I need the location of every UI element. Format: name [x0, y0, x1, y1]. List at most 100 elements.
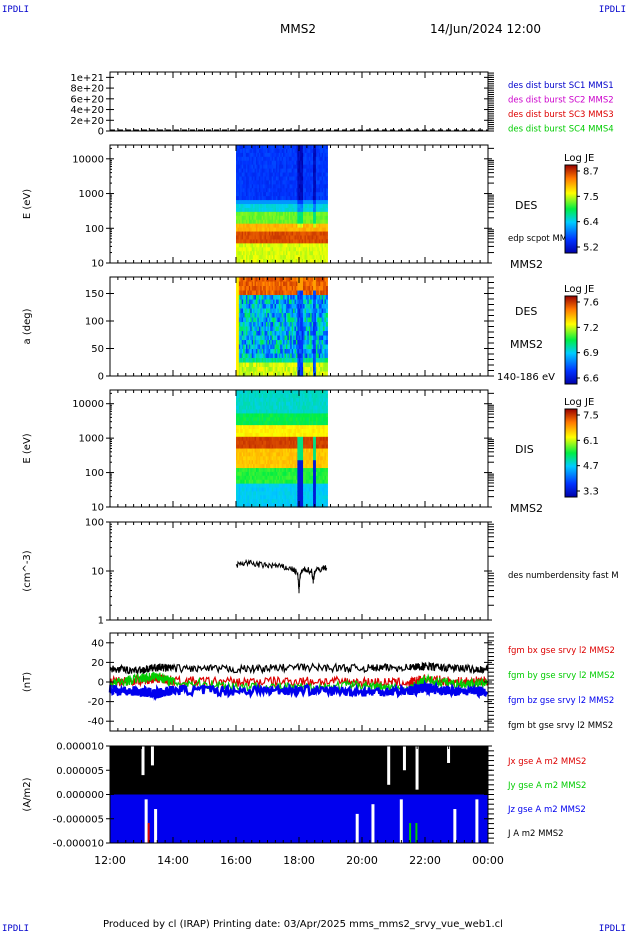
spectrogram-cell — [301, 215, 304, 221]
spectrogram-cell — [275, 464, 278, 469]
spectrogram-cell — [253, 397, 256, 403]
spectrogram-cell — [320, 215, 323, 221]
spectrogram-cell — [314, 184, 317, 189]
spectrogram-cell — [303, 371, 306, 377]
spectrogram-cell — [288, 421, 291, 426]
spectrogram-cell — [236, 172, 239, 178]
spectrogram-cell — [295, 204, 298, 209]
spectrogram-cell — [275, 471, 278, 477]
spectrogram-cell — [305, 168, 308, 174]
spectrogram-cell — [271, 215, 274, 221]
spectrogram-cell — [291, 417, 294, 422]
spectrogram-cell — [310, 180, 313, 185]
spectrogram-cell — [310, 156, 313, 162]
spectrogram-cell — [274, 281, 277, 287]
spectrogram-cell — [325, 358, 328, 364]
spectrogram-cell — [251, 200, 254, 205]
spectrogram-cell — [277, 487, 280, 492]
spectrogram-cell — [267, 200, 270, 205]
spectrogram-cell — [271, 326, 274, 332]
spectrogram-cell — [243, 417, 246, 422]
spectrogram-cell — [281, 223, 284, 229]
spectrogram-cell — [250, 413, 253, 418]
spectrogram-cell — [298, 243, 301, 248]
spectrogram-cell — [258, 295, 261, 301]
spectrogram-cell — [303, 295, 306, 301]
spectrogram-cell — [324, 353, 327, 359]
spectrogram-cell — [288, 401, 291, 407]
spectrogram-cell — [243, 281, 246, 287]
spectrogram-cell — [240, 211, 243, 217]
spectrogram-cell — [305, 184, 308, 189]
spectrogram-cell — [261, 304, 264, 310]
spectrogram-cell — [314, 335, 317, 341]
spectrogram-cell — [308, 227, 311, 233]
spectrogram-cell — [267, 444, 270, 450]
spectrogram-cell — [248, 184, 251, 189]
spectrogram-cell — [265, 495, 269, 500]
spectrogram-cell — [268, 468, 271, 473]
spectrogram-cell — [270, 281, 273, 287]
spectrogram-cell — [265, 413, 269, 418]
spectrogram-cell — [238, 440, 241, 446]
spectrogram-cell — [260, 487, 263, 492]
spectrogram-cell — [271, 231, 274, 237]
spectrogram-cell — [240, 367, 243, 373]
spectrogram-cell — [294, 308, 297, 314]
spectrogram-cell — [290, 188, 293, 193]
spectrogram-cell — [258, 322, 261, 328]
spectrogram-cell — [267, 331, 270, 337]
spectrogram-cell — [313, 255, 316, 260]
spectrogram-cell — [290, 326, 293, 332]
spectrogram-cell — [297, 371, 300, 377]
spectrogram-cell — [264, 421, 267, 426]
spectrogram-cell — [283, 247, 286, 252]
spectrogram-cell — [290, 353, 293, 359]
spectrogram-cell — [293, 255, 296, 260]
spectrogram-cell — [255, 313, 259, 319]
spectrogram-cell — [270, 251, 273, 256]
spectrogram-cell — [277, 290, 280, 296]
spectrogram-cell — [280, 413, 283, 418]
spectrogram-cell — [284, 184, 287, 189]
spectrogram-cell — [287, 326, 290, 332]
spectrogram-cell — [277, 491, 280, 496]
spectrogram-cell — [264, 495, 267, 500]
spectrogram-cell — [318, 286, 321, 292]
spectrogram-cell — [323, 251, 326, 256]
spectrogram-cell — [271, 204, 274, 209]
spectrogram-cell — [250, 156, 253, 162]
spectrogram-cell — [258, 313, 261, 319]
spectrogram-cell — [247, 188, 250, 193]
spectrogram-cell — [255, 299, 259, 305]
spectrogram-cell — [325, 353, 328, 359]
spectrogram-cell — [313, 277, 316, 283]
spectrogram-cell — [294, 204, 297, 209]
spectrogram-cell — [270, 326, 273, 332]
spectrogram-cell — [303, 176, 306, 181]
spectrogram-cell — [281, 444, 284, 450]
spectrogram-cell — [251, 390, 254, 395]
spectrogram-cell — [250, 251, 253, 256]
spectrogram-cell — [271, 425, 274, 430]
spectrogram-cell — [254, 239, 257, 244]
spectrogram-cell — [254, 390, 257, 395]
spectrogram-cell — [303, 180, 306, 185]
spectrogram-cell — [263, 196, 266, 201]
spectrogram-cell — [304, 322, 307, 328]
spectrogram-cell — [264, 223, 267, 229]
spectrogram-cell — [290, 192, 293, 197]
spectrogram-cell — [271, 335, 274, 341]
spectrogram-cell — [248, 440, 251, 446]
spectrogram-cell — [303, 152, 306, 158]
spectrogram-cell — [257, 491, 260, 496]
spectrogram-cell — [308, 259, 311, 264]
spectrogram-cell — [324, 227, 327, 233]
spectrogram-cell — [318, 168, 321, 174]
spectrogram-cell — [264, 172, 267, 178]
spectrogram-cell — [265, 286, 269, 292]
spectrogram-cell — [275, 393, 278, 399]
spectrogram-cell — [298, 313, 301, 319]
spectrogram-cell — [255, 413, 259, 418]
spectrogram-cell — [281, 432, 284, 438]
